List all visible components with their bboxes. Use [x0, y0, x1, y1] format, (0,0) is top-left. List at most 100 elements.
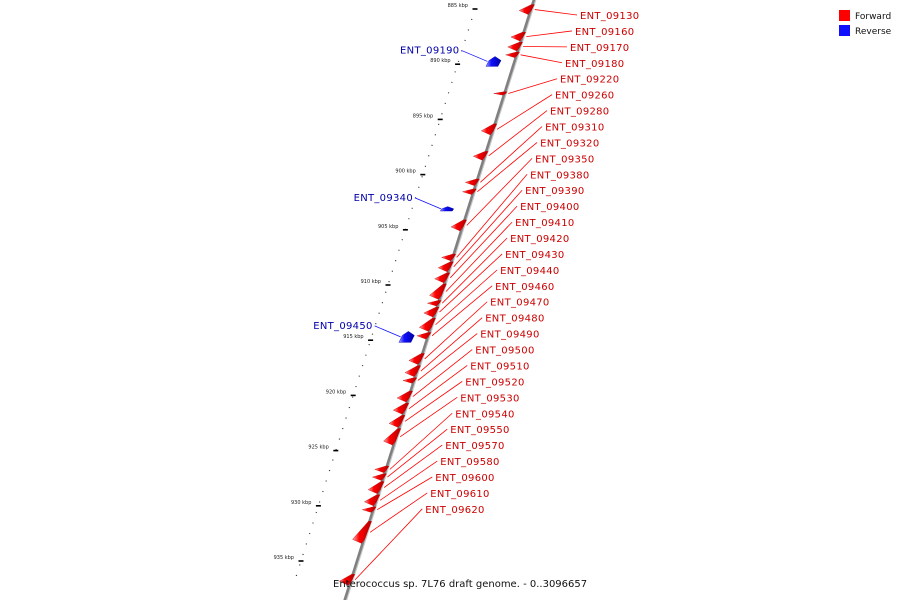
gene-callout-line — [461, 50, 488, 62]
gene-forward-feature — [507, 41, 523, 52]
gene-reverse-feature — [439, 206, 455, 212]
gene-forward-feature — [464, 178, 480, 186]
gene-label-forward: ENT_09610 — [430, 489, 489, 500]
gene-callout-line — [508, 78, 558, 94]
scale-tick-label: 890 kbp — [430, 58, 450, 64]
gene-label-reverse: ENT_09450 — [313, 321, 372, 332]
gene-callout-line — [526, 30, 573, 37]
gene-label-forward: ENT_09130 — [580, 11, 639, 22]
gene-forward-feature — [404, 365, 421, 377]
gene-callout-line — [445, 221, 513, 292]
gene-forward-feature — [480, 123, 498, 136]
gene-callout-line — [477, 142, 538, 193]
gene-callout-line — [389, 412, 453, 470]
gene-forward-feature — [493, 91, 508, 96]
gene-reverse-feature — [485, 56, 502, 67]
gene-callout-line — [453, 189, 523, 268]
gene-callout-line — [414, 197, 442, 210]
gene-label-forward: ENT_09320 — [540, 138, 599, 149]
gene-label-forward: ENT_09260 — [555, 91, 614, 102]
gene-label-forward: ENT_09160 — [575, 27, 634, 38]
scale-axis: 885 kbp 890 kbp 895 kbp 900 kbp 905 kbp 910 k… — [274, 0, 479, 584]
scale-tick-label: 895 kbp — [413, 113, 433, 119]
gene-forward-feature — [361, 506, 377, 513]
gene-callout-line — [520, 54, 563, 64]
gene-callout-line — [449, 205, 518, 279]
gene-label-forward: ENT_09540 — [455, 409, 514, 420]
gene-callout-line — [466, 158, 533, 226]
gene-callout-line — [488, 110, 548, 157]
gene-callout-line — [412, 349, 473, 397]
gene-callout-line — [354, 508, 423, 581]
gene-features — [338, 4, 535, 586]
gene-forward-feature — [374, 465, 390, 473]
gene-forward-feature — [461, 188, 477, 195]
gene-label-forward: ENT_09500 — [475, 346, 534, 357]
gene-label-forward: ENT_09310 — [545, 123, 604, 134]
gene-label-forward: ENT_09380 — [530, 170, 589, 181]
gene-callout-line — [417, 333, 478, 381]
gene-label-forward: ENT_09520 — [465, 377, 524, 388]
gene-callout-line — [431, 285, 493, 337]
scale-tick-label: 915 kbp — [343, 334, 363, 340]
gene-forward-feature — [504, 51, 520, 58]
gene-label-forward: ENT_09400 — [520, 202, 579, 213]
legend-label-reverse: Reverse — [855, 27, 892, 37]
gene-forward-feature — [383, 428, 402, 446]
gene-callout-line — [383, 444, 443, 488]
genome-caption: Enterococcus sp. 7L76 draft genome. - 0.… — [333, 579, 587, 590]
gene-label-forward: ENT_09410 — [515, 218, 574, 229]
gene-forward-feature — [418, 317, 436, 332]
gene-label-forward: ENT_09170 — [570, 43, 629, 54]
scale-tick-label: 930 kbp — [291, 500, 311, 506]
gene-callout-line — [441, 237, 508, 304]
gene-label-forward: ENT_09180 — [565, 59, 624, 70]
gene-callout-line — [376, 476, 433, 511]
scale-tick-label: 905 kbp — [378, 224, 398, 230]
legend-swatch-reverse — [839, 25, 850, 36]
gene-callout-line — [404, 381, 463, 422]
gene-label-forward: ENT_09570 — [445, 441, 504, 452]
gene-callout-line — [379, 460, 438, 501]
gene-label-forward: ENT_09480 — [485, 314, 544, 325]
gene-forward-feature — [429, 283, 447, 300]
gene-label-forward: ENT_09280 — [550, 107, 609, 118]
gene-forward-feature — [338, 574, 356, 586]
gene-label-forward: ENT_09490 — [480, 330, 539, 341]
gene-label-forward: ENT_09620 — [425, 505, 484, 516]
gene-forward-feature — [518, 4, 535, 15]
gene-label-forward: ENT_09580 — [440, 457, 499, 468]
gene-callout-line — [399, 396, 458, 438]
gene-forward-feature — [510, 31, 527, 42]
gene-forward-feature — [367, 481, 385, 494]
gene-forward-feature — [392, 402, 410, 415]
gene-reverse-feature — [398, 331, 415, 343]
gene-forward-feature — [441, 253, 457, 261]
gene-forward-feature — [437, 261, 454, 272]
gene-callout-line — [374, 325, 401, 338]
gene-forward-feature — [408, 353, 425, 365]
gene-label-forward: ENT_09510 — [470, 361, 529, 372]
gene-label-forward: ENT_09430 — [505, 250, 564, 261]
gene-forward-feature — [363, 494, 381, 507]
gene-label-forward: ENT_09220 — [560, 75, 619, 86]
gene-forward-feature — [396, 390, 413, 403]
gene-callout-line — [439, 253, 503, 313]
scale-tick-label: 900 kbp — [395, 169, 415, 175]
gene-callout-line — [534, 9, 578, 16]
legend-swatch-forward — [839, 10, 850, 21]
scale-tick-label: 910 kbp — [361, 279, 381, 285]
gene-callout-line — [456, 174, 528, 258]
gene-callout-line — [369, 492, 428, 533]
legend: Forward Reverse — [839, 10, 892, 37]
gene-callout-line — [424, 301, 488, 360]
gene-label-forward: ENT_09350 — [535, 154, 594, 165]
gene-forward-feature — [472, 151, 489, 161]
scale-tick-label: 925 kbp — [308, 445, 328, 451]
gene-forward-feature — [434, 272, 451, 284]
gene-forward-feature — [352, 521, 372, 544]
gene-callout-line — [496, 94, 553, 130]
gene-label-forward: ENT_09550 — [450, 425, 509, 436]
gene-callout-line — [435, 269, 498, 326]
